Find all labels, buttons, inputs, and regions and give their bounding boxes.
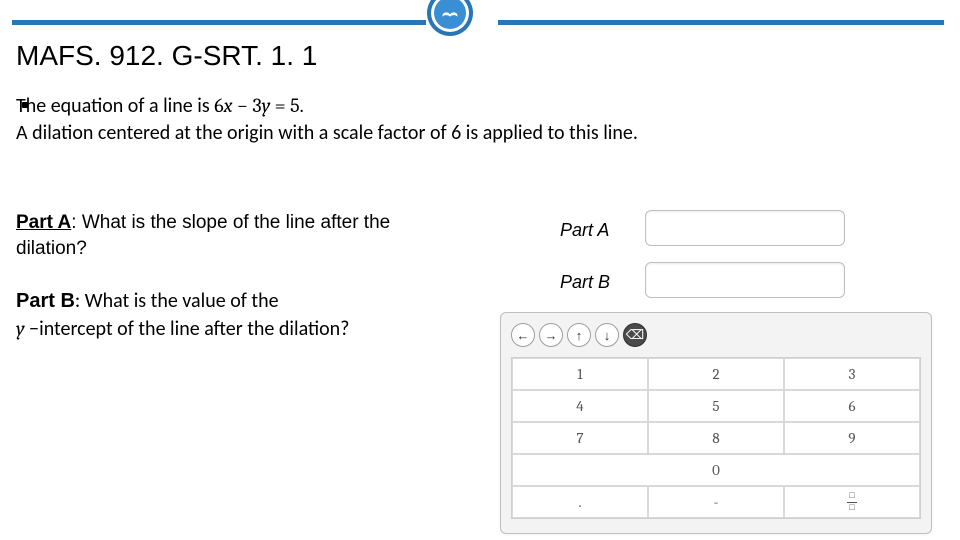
- key-0[interactable]: 0: [512, 454, 920, 486]
- eq-var-x: x: [224, 94, 233, 117]
- arrow-right-icon: →: [545, 328, 558, 343]
- header-rule: [12, 20, 944, 25]
- key-7[interactable]: 7: [512, 422, 648, 454]
- answer-b-input[interactable]: [645, 262, 845, 298]
- part-a-text: : What is the slope of the line after th…: [16, 212, 390, 259]
- part-b-var: y: [16, 317, 25, 340]
- key-9[interactable]: 9: [784, 422, 920, 454]
- key-dot[interactable]: .: [512, 486, 648, 518]
- key-2[interactable]: 2: [648, 358, 784, 390]
- key-minus[interactable]: -: [648, 486, 784, 518]
- key-8[interactable]: 8: [648, 422, 784, 454]
- eq-var-y: y: [262, 94, 271, 117]
- part-b-label: Part B: [16, 290, 75, 312]
- key-1[interactable]: 1: [512, 358, 648, 390]
- page: MAFS. 912. G-SRT. 1. 1 The equation of a…: [0, 0, 960, 540]
- keypad-toolbar: ← → ↑ ↓ ⌫: [511, 323, 921, 347]
- answer-a-label: Part A: [560, 220, 609, 241]
- answer-b-label: Part B: [560, 272, 610, 293]
- arrow-up-icon: ↑: [576, 328, 583, 343]
- eq-eq: =: [270, 94, 290, 117]
- arrow-left-button[interactable]: ←: [511, 323, 535, 347]
- answer-a-input[interactable]: [645, 210, 845, 246]
- key-6[interactable]: 6: [784, 390, 920, 422]
- eq-rhs: 5.: [290, 94, 304, 117]
- part-a-question: Part A: What is the slope of the line af…: [16, 210, 426, 261]
- key-3[interactable]: 3: [784, 358, 920, 390]
- logo-ring: [431, 0, 469, 32]
- fraction-icon: □□: [847, 492, 857, 513]
- key-4[interactable]: 4: [512, 390, 648, 422]
- arrow-up-button[interactable]: ↑: [567, 323, 591, 347]
- numeric-keypad: ← → ↑ ↓ ⌫ 1 2 3 4 5 6 7 8 9 0 . - □□: [500, 312, 932, 534]
- page-title: MAFS. 912. G-SRT. 1. 1: [16, 40, 317, 72]
- problem-line1-pre: The equation of a line is: [16, 94, 214, 118]
- part-b-post: −intercept of the line after the dilatio…: [25, 317, 350, 341]
- arrow-left-icon: ←: [517, 328, 530, 343]
- backspace-button[interactable]: ⌫: [623, 323, 647, 347]
- arrow-right-button[interactable]: →: [539, 323, 563, 347]
- key-fraction[interactable]: □□: [784, 486, 920, 518]
- eq-op: −: [233, 94, 253, 117]
- backspace-icon: ⌫: [626, 327, 644, 343]
- problem-line2: A dilation centered at the origin with a…: [16, 121, 638, 145]
- part-a-label: Part A: [16, 212, 71, 233]
- problem-text: The equation of a line is 6x − 3y = 5. A…: [16, 92, 936, 147]
- arrow-down-button[interactable]: ↓: [595, 323, 619, 347]
- book-icon: [441, 7, 459, 19]
- key-5[interactable]: 5: [648, 390, 784, 422]
- logo-core: [434, 0, 466, 29]
- part-b-pre: : What is the value of the: [75, 289, 279, 313]
- arrow-down-icon: ↓: [604, 328, 611, 343]
- keypad-grid: 1 2 3 4 5 6 7 8 9 0 . - □□: [511, 357, 921, 519]
- part-b-question: Part B: What is the value of the y −inte…: [16, 288, 426, 343]
- eq-coef-b: 3: [252, 94, 261, 117]
- eq-coef-a: 6: [214, 94, 223, 117]
